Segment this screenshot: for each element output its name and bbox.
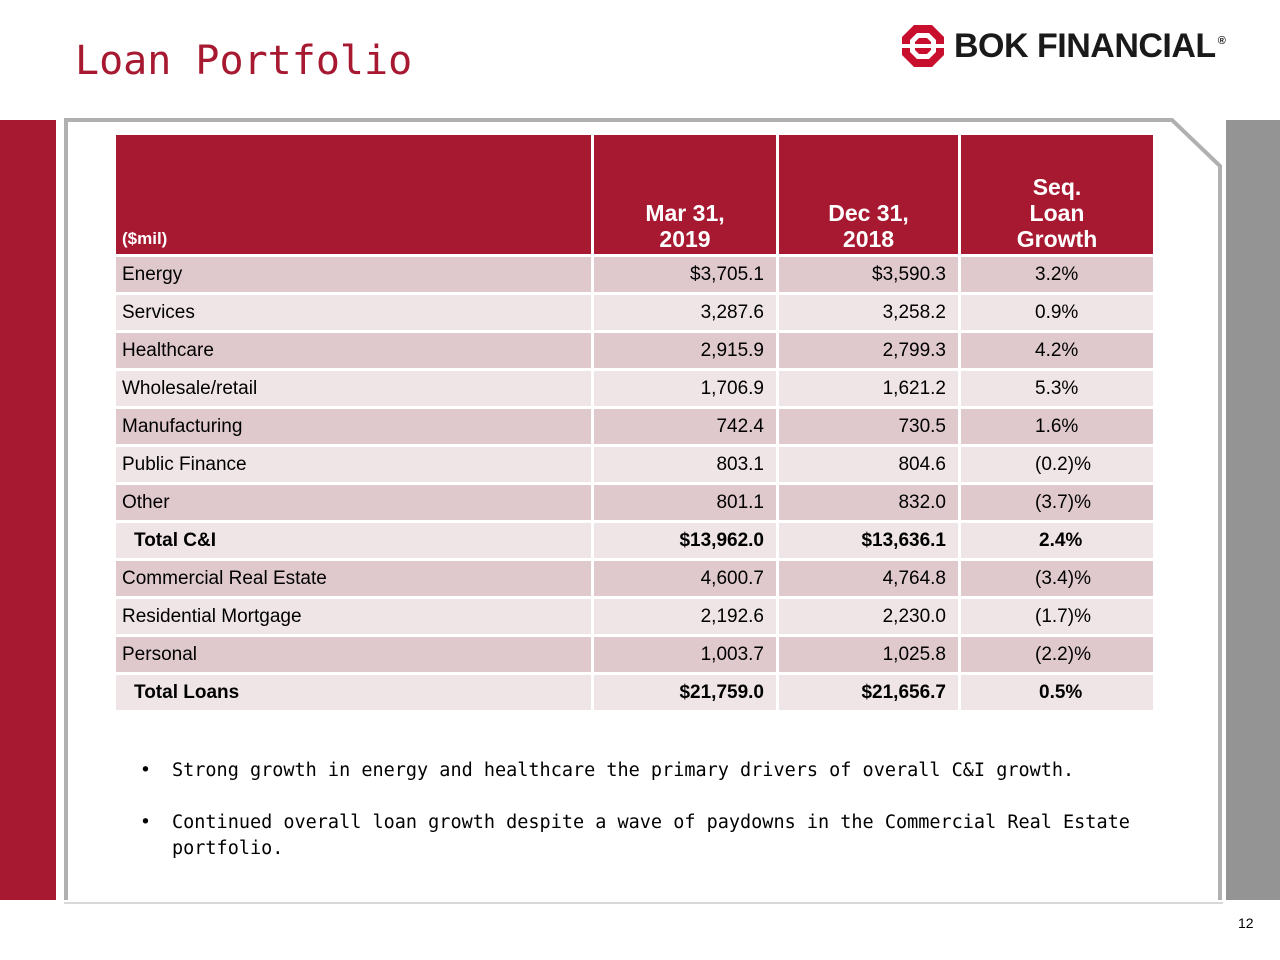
table-row: Healthcare 2,915.9 2,799.3 4.2%	[113, 330, 1156, 371]
dec-2018-value: 730.5	[776, 406, 961, 447]
growth-value: (2.2)%	[958, 634, 1156, 675]
mar-2019-value: $21,759.0	[591, 672, 779, 713]
table-total-row: Total C&I $13,962.0 $13,636.1 2.4%	[113, 520, 1156, 561]
growth-value: 4.2%	[958, 330, 1156, 371]
table-row: Residential Mortgage 2,192.6 2,230.0 (1.7)%	[113, 596, 1156, 637]
mar-2019-value: 3,287.6	[591, 292, 779, 333]
company-logo: BOK FINANCIAL ®	[900, 22, 1226, 70]
dec-2018-value: 2,230.0	[776, 596, 961, 637]
row-label: Public Finance	[113, 444, 594, 485]
mar-2019-value: 2,915.9	[591, 330, 779, 371]
bullet-dot-icon: •	[140, 760, 151, 781]
table-header-row: ($mil) Mar 31, 2019 Dec 31, 2018 Seq. Loan Grow…	[113, 135, 1156, 256]
row-label: Commercial Real Estate	[113, 558, 594, 599]
bullet-item: • Continued overall loan growth despite a…	[140, 810, 1140, 862]
row-label: Residential Mortgage	[113, 596, 594, 637]
loan-portfolio-table: ($mil) Mar 31, 2019 Dec 31, 2018 Seq. Loan Grow…	[113, 135, 1156, 713]
bullet-text: Continued overall loan growth despite a …	[172, 812, 1130, 859]
growth-value: (0.2)%	[958, 444, 1156, 485]
column-header-line: Loan	[1029, 200, 1085, 226]
logo-name: BOK FINANCIAL	[954, 26, 1216, 65]
growth-value: (1.7)%	[958, 596, 1156, 637]
row-label: Manufacturing	[113, 406, 594, 447]
row-label: Total C&I	[113, 520, 594, 561]
mar-2019-value: 803.1	[591, 444, 779, 485]
bullet-list: • Strong growth in energy and healthcare …	[140, 758, 1140, 888]
column-header-line: ($mil)	[122, 229, 168, 248]
column-header: Dec 31, 2018	[776, 135, 961, 256]
row-label: Healthcare	[113, 330, 594, 371]
column-header: Seq. Loan Growth	[958, 135, 1156, 256]
table-row: Wholesale/retail 1,706.9 1,621.2 5.3%	[113, 368, 1156, 409]
row-label: Personal	[113, 634, 594, 675]
mar-2019-value: $13,962.0	[591, 520, 779, 561]
table-row: Energy $3,705.1 $3,590.3 3.2%	[113, 254, 1156, 295]
row-label: Other	[113, 482, 594, 523]
mar-2019-value: 4,600.7	[591, 558, 779, 599]
row-label: Services	[113, 292, 594, 333]
column-header-line: 2019	[659, 226, 711, 252]
mar-2019-value: $3,705.1	[591, 254, 779, 295]
table-row: Other 801.1 832.0 (3.7)%	[113, 482, 1156, 523]
mar-2019-value: 1,003.7	[591, 634, 779, 675]
dec-2018-value: 1,621.2	[776, 368, 961, 409]
mar-2019-value: 801.1	[591, 482, 779, 523]
table-row: Personal 1,003.7 1,025.8 (2.2)%	[113, 634, 1156, 675]
dec-2018-value: $13,636.1	[776, 520, 961, 561]
growth-value: 2.4%	[958, 520, 1156, 561]
registered-mark: ®	[1217, 35, 1226, 48]
logo-text: BOK FINANCIAL ®	[954, 26, 1226, 66]
table-body: Energy $3,705.1 $3,590.3 3.2% Services 3,287.…	[113, 254, 1156, 713]
dec-2018-value: 3,258.2	[776, 292, 961, 333]
right-gray-bar	[1226, 120, 1280, 900]
growth-value: (3.4)%	[958, 558, 1156, 599]
growth-value: (3.7)%	[958, 482, 1156, 523]
dec-2018-value: 832.0	[776, 482, 961, 523]
bullet-dot-icon: •	[140, 812, 151, 833]
growth-value: 1.6%	[958, 406, 1156, 447]
table-row: Services 3,287.6 3,258.2 0.9%	[113, 292, 1156, 333]
dec-2018-value: 4,764.8	[776, 558, 961, 599]
table-row: Manufacturing 742.4 730.5 1.6%	[113, 406, 1156, 447]
row-label: Wholesale/retail	[113, 368, 594, 409]
page-number: 12	[1238, 915, 1254, 931]
growth-value: 5.3%	[958, 368, 1156, 409]
growth-value: 3.2%	[958, 254, 1156, 295]
dec-2018-value: $3,590.3	[776, 254, 961, 295]
column-header-line: 2018	[842, 226, 895, 252]
dec-2018-value: 2,799.3	[776, 330, 961, 371]
dec-2018-value: $21,656.7	[776, 672, 961, 713]
mar-2019-value: 2,192.6	[591, 596, 779, 637]
bullet-item: • Strong growth in energy and healthcare …	[140, 758, 1140, 784]
row-label: Energy	[113, 254, 594, 295]
growth-value: 0.9%	[958, 292, 1156, 333]
left-accent-bar	[0, 120, 56, 900]
column-header-line: Mar 31,	[645, 200, 725, 226]
bok-logo-icon	[902, 25, 944, 67]
mar-2019-value: 742.4	[591, 406, 779, 447]
bullet-text: Strong growth in energy and healthcare t…	[172, 760, 1075, 781]
table-row: Commercial Real Estate 4,600.7 4,764.8 (3.4…	[113, 558, 1156, 599]
row-label: Total Loans	[113, 672, 594, 713]
mar-2019-value: 1,706.9	[591, 368, 779, 409]
dec-2018-value: 1,025.8	[776, 634, 961, 675]
column-header: ($mil)	[113, 135, 594, 256]
column-header-line: Seq.	[1032, 174, 1082, 200]
column-header-line: Dec 31,	[828, 200, 909, 226]
column-header: Mar 31, 2019	[591, 135, 779, 256]
table-total-row: Total Loans $21,759.0 $21,656.7 0.5%	[113, 672, 1156, 713]
page-title: Loan Portfolio	[75, 38, 413, 84]
growth-value: 0.5%	[958, 672, 1156, 713]
dec-2018-value: 804.6	[776, 444, 961, 485]
table-row: Public Finance 803.1 804.6 (0.2)%	[113, 444, 1156, 485]
column-header-line: Growth	[1016, 226, 1098, 252]
